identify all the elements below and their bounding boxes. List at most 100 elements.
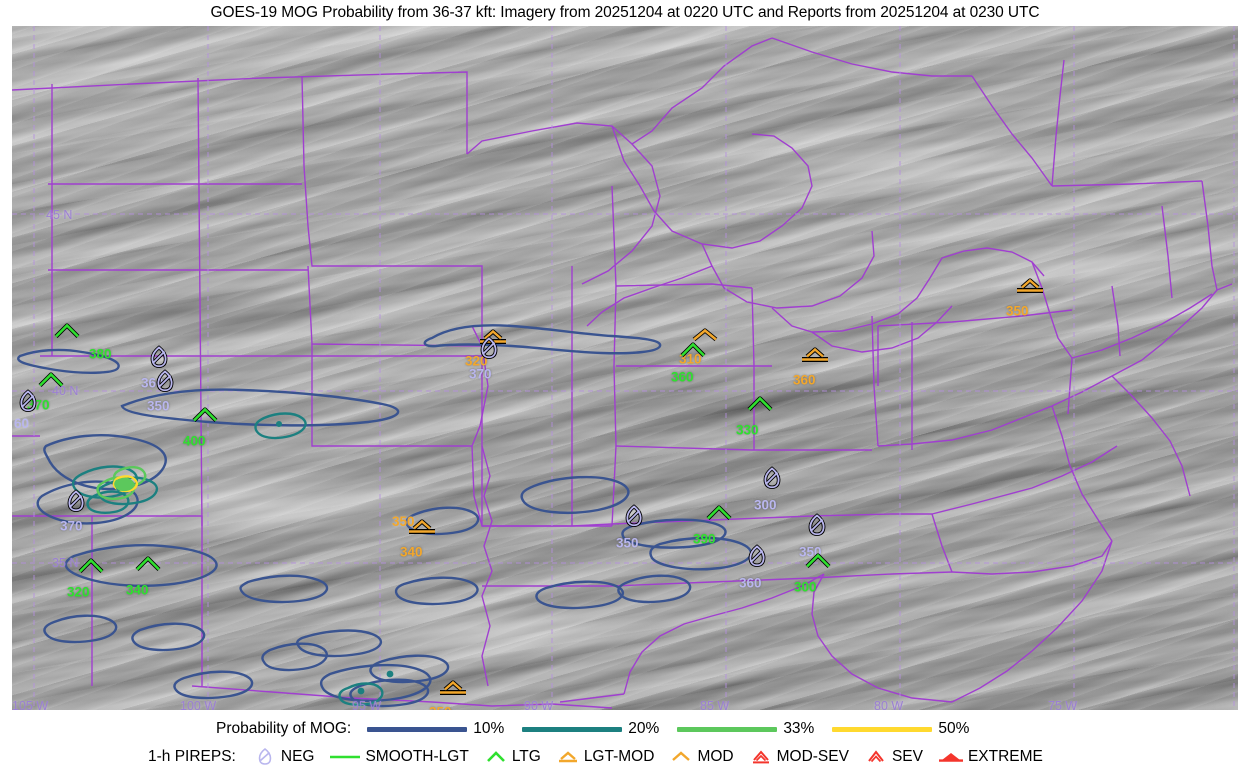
ltg-caret-icon xyxy=(803,552,833,577)
ltg-caret-icon xyxy=(678,341,708,366)
pirep-flight-level-label: 340 xyxy=(400,544,423,559)
pirep-marker[interactable]: 340 xyxy=(126,555,163,597)
lgt-mod-caret-bar-icon xyxy=(437,678,469,703)
pirep-marker[interactable]: 350 xyxy=(616,504,645,550)
extreme-filled-icon xyxy=(937,747,965,767)
pirep-marker[interactable]: 350 xyxy=(1006,276,1046,318)
neg-slashed-circle-icon xyxy=(17,389,39,419)
pirep-flight-level-label: 300 xyxy=(754,497,777,512)
pirep-marker[interactable]: 370 xyxy=(469,336,500,381)
legend-item-neg: NEG xyxy=(252,747,315,767)
legend-item-mod: MOD xyxy=(668,747,734,767)
pirep-flight-level-label: 390 xyxy=(693,531,716,546)
ltg-caret-icon xyxy=(36,371,66,396)
neg-slashed-circle-icon xyxy=(806,513,828,543)
pirep-marker[interactable]: 400 xyxy=(183,406,220,448)
legend-label-50pct: 50% xyxy=(938,720,970,737)
lgt-mod-caret-bar-icon xyxy=(1014,276,1046,301)
contour-20pct xyxy=(71,412,384,706)
neg-slashed-circle-icon xyxy=(148,345,170,375)
smooth-lgt-line-icon xyxy=(328,747,362,767)
pirep-marker[interactable]: 360 xyxy=(793,345,831,387)
neg-slashed-circle-icon xyxy=(761,466,783,496)
pirep-marker[interactable]: 380 xyxy=(52,322,112,361)
legend-label-extreme: EXTREME xyxy=(967,748,1043,765)
sev-double-caret-icon xyxy=(863,747,889,767)
pirep-marker[interactable]: 350 xyxy=(147,369,176,413)
ltg-caret-icon xyxy=(133,555,163,580)
legend-pireps-title: 1-h PIREPS: xyxy=(148,748,236,765)
pirep-marker[interactable]: 300 xyxy=(754,466,783,512)
contour-10pct xyxy=(17,324,753,708)
geography-borders-layer xyxy=(12,26,1238,710)
mod-sev-double-caret-bar-icon xyxy=(748,747,774,767)
pirep-marker[interactable]: 390 xyxy=(693,504,734,546)
mod-caret-icon xyxy=(690,327,720,350)
pirep-flight-level-label: 340 xyxy=(126,582,149,597)
ltg-caret-icon xyxy=(52,322,82,347)
legend-item-33pct: 33% xyxy=(677,720,814,738)
map-canvas[interactable]: 45 N 40 N 35 N 30 N 105 W 100 W 95 W 90 … xyxy=(12,26,1238,710)
line-swatch-10pct xyxy=(367,726,468,732)
pirep-flight-level-label: 350 xyxy=(616,535,639,550)
legend-label-mod: MOD xyxy=(697,748,734,765)
legend-label-smooth-lgt: SMOOTH-LGT xyxy=(365,748,469,765)
legend-item-extreme: EXTREME xyxy=(937,747,1043,767)
pirep-marker[interactable] xyxy=(17,389,39,419)
pirep-flight-level-label: 350 xyxy=(1006,303,1029,318)
satellite-imagery-texture-2 xyxy=(12,26,1238,710)
line-swatch-20pct xyxy=(522,726,623,732)
pirep-marker[interactable]: 330 xyxy=(736,395,775,437)
pirep-marker[interactable]: 320 xyxy=(67,557,106,599)
mod-caret-icon xyxy=(668,747,694,767)
legend-label-neg: NEG xyxy=(280,748,315,765)
legend-label-10pct: 10% xyxy=(473,720,505,737)
pirep-flight-level-label: 360 xyxy=(793,372,816,387)
legend-item-20pct: 20% xyxy=(522,720,659,738)
pirep-flight-level-label: 350 xyxy=(147,398,170,413)
legend-label-lgt-mod: LGT-MOD xyxy=(583,748,655,765)
neg-slashed-circle-icon xyxy=(478,336,500,366)
pirep-flight-level-label: 370 xyxy=(60,518,83,533)
lgt-mod-caret-bar-icon xyxy=(555,747,581,767)
satellite-imagery-base xyxy=(12,26,1238,710)
legend-item-mod-sev: MOD-SEV xyxy=(748,747,849,767)
pirep-flight-level-label: 320 xyxy=(67,584,90,599)
pirep-marker[interactable]: 300 xyxy=(794,552,833,594)
ltg-caret-icon xyxy=(745,395,775,420)
pirep-marker[interactable]: 340 xyxy=(400,517,438,559)
pirep-marker[interactable]: 370 xyxy=(60,489,87,533)
ltg-caret-icon xyxy=(704,504,734,529)
pirep-flight-level-label: 380 xyxy=(89,346,112,361)
pirep-marker[interactable]: 350 xyxy=(799,513,828,559)
pirep-flight-level-label: 320 xyxy=(465,353,488,368)
pirep-flight-level-label: 300 xyxy=(794,579,817,594)
neg-slashed-circle-icon xyxy=(154,369,176,399)
legend-item-10pct: 10% xyxy=(367,720,504,738)
legend-label-20pct: 20% xyxy=(628,720,660,737)
satellite-imagery-texture-1 xyxy=(12,26,1238,710)
legend-item-50pct: 50% xyxy=(832,720,969,738)
ltg-caret-icon xyxy=(190,406,220,431)
neg-slashed-circle-icon xyxy=(746,544,768,574)
legend-pireps-row: 1-h PIREPS: NEG SMOOTH-LGT LTG xyxy=(0,744,1250,770)
pirep-marker[interactable]: 360 xyxy=(671,341,708,384)
satellite-imagery-cloud-blobs xyxy=(12,26,1238,710)
legend-label-33pct: 33% xyxy=(783,720,815,737)
legend-item-ltg: LTG xyxy=(483,747,541,767)
legend-probability-title: Probability of MOG: xyxy=(216,720,352,737)
legend: Probability of MOG: 10% 20% 33% 50% 1-h … xyxy=(0,712,1250,782)
legend-label-ltg: LTG xyxy=(511,748,541,765)
mog-probability-contours-layer xyxy=(17,324,753,708)
pirep-marker[interactable]: 370 xyxy=(27,371,66,412)
pirep-flight-level-label: 360 xyxy=(739,575,762,590)
neg-slashed-circle-icon xyxy=(252,747,278,767)
pirep-flight-level-label: 350 xyxy=(429,704,452,710)
page-title: GOES-19 MOG Probability from 36-37 kft: … xyxy=(210,4,1040,21)
pirep-marker[interactable]: 350 xyxy=(429,678,469,710)
contour-33pct-fill xyxy=(114,478,135,492)
pirep-marker[interactable]: 360 xyxy=(739,544,768,590)
ltg-caret-icon xyxy=(483,747,509,767)
line-swatch-50pct xyxy=(832,726,933,732)
